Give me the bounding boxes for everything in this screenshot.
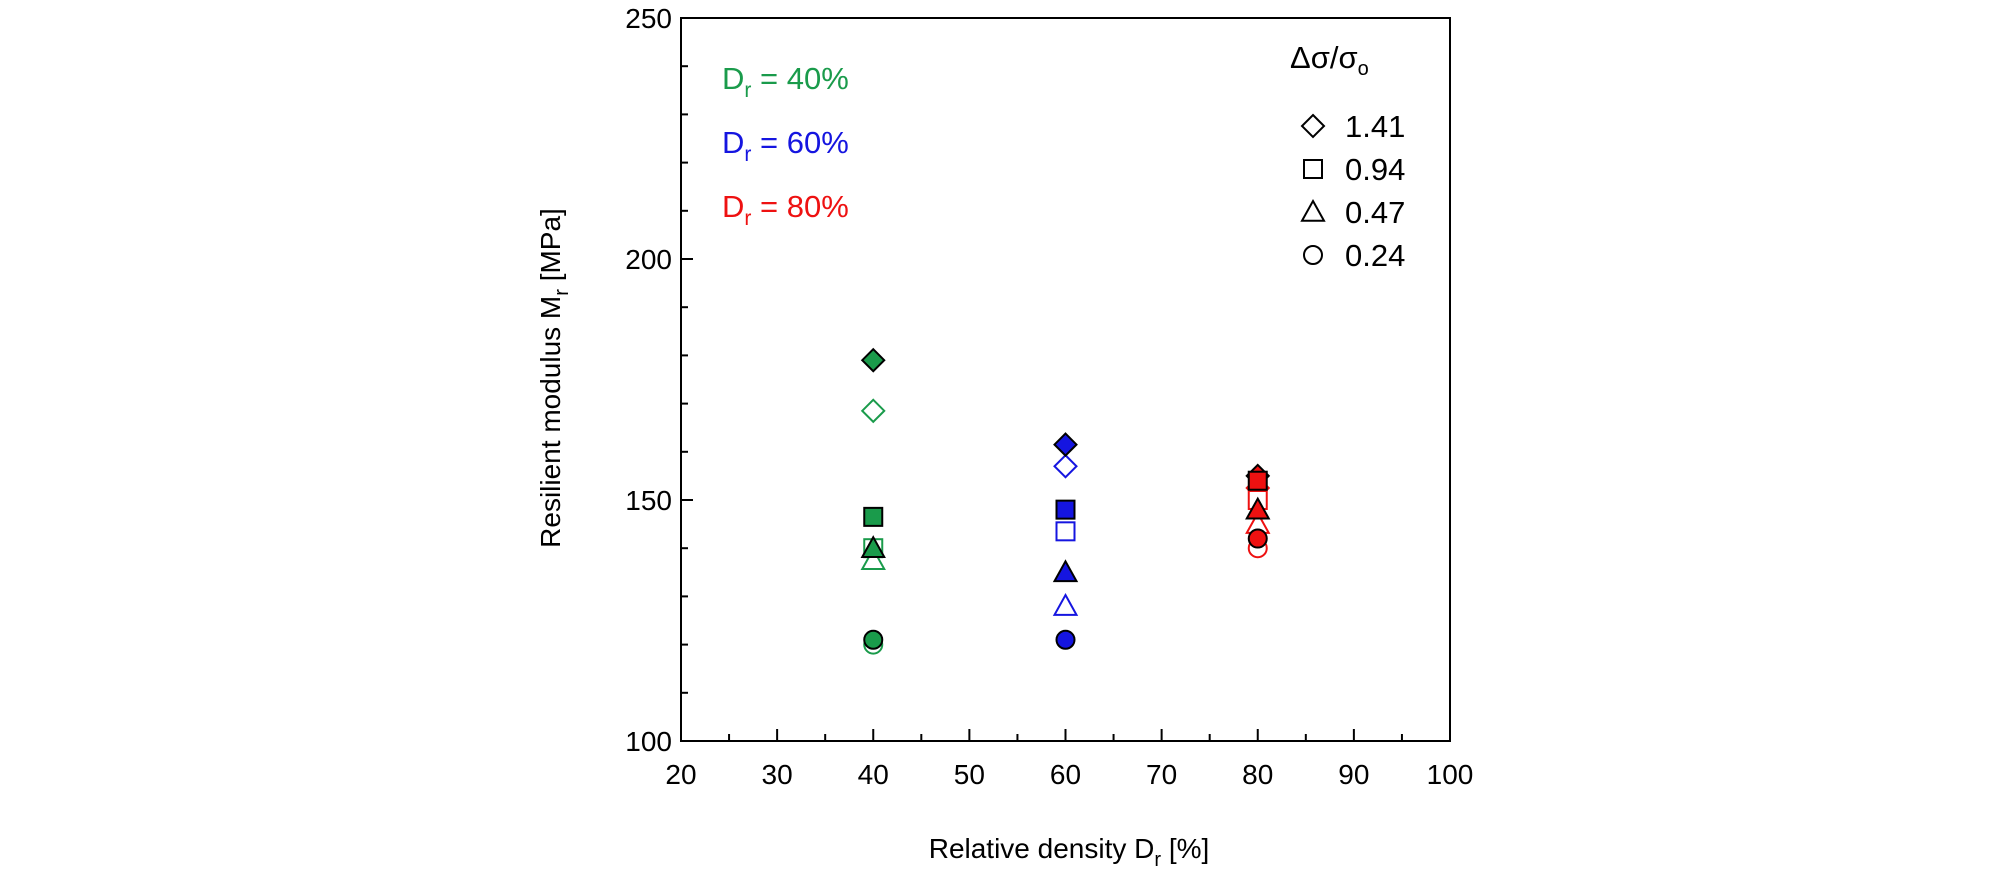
density-label-40-sub: r: [744, 79, 751, 102]
data-point-triangle-filled: [1245, 496, 1271, 520]
density-label-40-prefix: D: [722, 61, 744, 96]
x-tick-label: 80: [1242, 759, 1273, 790]
density-labels: Dr = 40% Dr = 60% Dr = 80%: [722, 61, 849, 230]
legend-label: 0.24: [1345, 238, 1405, 273]
legend-label: 1.41: [1345, 109, 1405, 144]
density-label-40: Dr = 40%: [722, 61, 849, 102]
legend-label: 0.47: [1345, 195, 1405, 230]
data-point-triangle-hollow: [860, 547, 886, 571]
x-axis-title-main: Relative density D: [929, 833, 1155, 864]
x-tick-label: 60: [1050, 759, 1081, 790]
y-tick-label: 200: [625, 244, 672, 275]
diamond-icon: [1300, 113, 1326, 139]
x-tick-label: 100: [1427, 759, 1474, 790]
data-point-triangle-hollow: [1052, 592, 1079, 616]
density-label-40-suffix: = 40%: [751, 61, 848, 96]
density-label-80-prefix: D: [722, 189, 744, 224]
data-point-diamond-hollow: [1053, 453, 1078, 479]
data-point-diamond-filled: [860, 347, 886, 373]
data-point-triangle-filled: [1052, 559, 1079, 583]
density-label-60-suffix: = 60%: [751, 125, 848, 160]
density-label-80: Dr = 80%: [722, 189, 849, 230]
legend-entries: 1.41 0.94 0.47 0.24: [1300, 109, 1405, 273]
triangle-icon: [1300, 198, 1326, 222]
density-label-80-suffix: = 80%: [751, 189, 848, 224]
legend: Δσ/σo 1.41 0.94 0.47 0.24: [1290, 40, 1405, 273]
circle-icon: [1303, 245, 1323, 265]
data-point-square-filled: [1055, 499, 1076, 520]
y-axis-title-subscript: r: [551, 289, 573, 296]
density-label-80-sub: r: [744, 207, 751, 230]
x-axis-title-subscript: r: [1154, 849, 1161, 871]
data-point-square-hollow: [1055, 521, 1076, 542]
x-tick-label: 30: [762, 759, 793, 790]
x-tick-label: 70: [1146, 759, 1177, 790]
x-tick-label: 50: [954, 759, 985, 790]
x-tick-label: 20: [665, 759, 696, 790]
legend-label: 0.94: [1345, 152, 1405, 187]
density-label-60-prefix: D: [722, 125, 744, 160]
x-axis-title: Relative density Dr [%]: [929, 833, 1210, 871]
data-point-diamond-filled: [1053, 432, 1078, 457]
data-point-diamond-hollow: [860, 398, 886, 424]
x-tick-label: 40: [858, 759, 889, 790]
density-label-60: Dr = 60%: [722, 125, 849, 166]
square-icon: [1303, 159, 1323, 179]
data-markers: [860, 347, 1271, 655]
plot-area: 20 30 40 50 60 70 80 90 100 100 150 200 250: [625, 3, 1473, 790]
x-axis-title-unit: [%]: [1161, 833, 1209, 864]
legend-title: Δσ/σo: [1290, 40, 1369, 80]
y-axis-title-unit: [MPa]: [535, 208, 566, 289]
data-point-circle-filled: [863, 629, 884, 650]
x-tick-label: 90: [1338, 759, 1369, 790]
data-point-square-filled: [1247, 470, 1268, 491]
y-tick-label: 100: [625, 726, 672, 757]
data-point-triangle-filled: [860, 535, 886, 558]
data-point-square-filled: [863, 506, 884, 527]
y-tick-label: 150: [625, 485, 672, 516]
density-label-60-sub: r: [744, 143, 751, 166]
y-axis-title: Resilient modulus Mr [MPa]: [535, 208, 573, 548]
legend-title-subscript: o: [1358, 58, 1369, 80]
y-tick-label: 250: [625, 3, 672, 34]
legend-title-main: Δσ/σ: [1290, 40, 1358, 75]
y-axis-title-main: Resilient modulus M: [535, 296, 566, 548]
data-point-circle-filled: [1247, 528, 1268, 549]
data-point-circle-filled: [1055, 629, 1076, 650]
